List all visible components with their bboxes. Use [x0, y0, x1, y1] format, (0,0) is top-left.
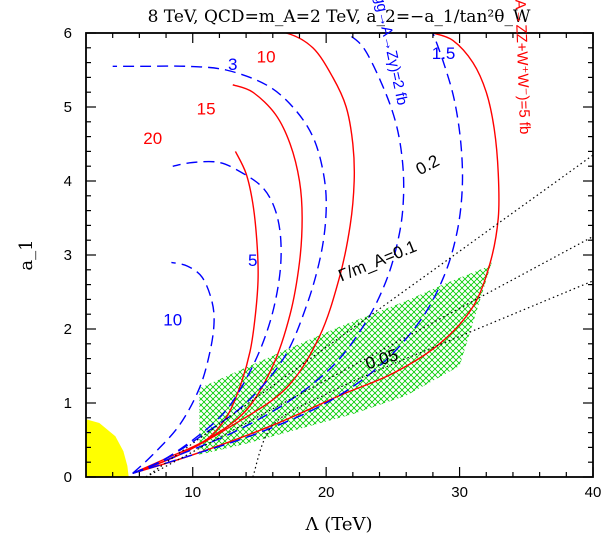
y-tick-label: 2 [64, 321, 72, 338]
chart-title: 8 TeV, QCD=m_A=2 TeV, a_2=−a_1/tan²θ_W [148, 7, 531, 27]
x-tick-label: 40 [585, 484, 602, 501]
curve-label-3: 3 [228, 55, 237, 74]
plot-area [86, 33, 593, 477]
series-line-zz_ww-3 [132, 33, 500, 474]
axes: 20151035101.50.2Γ/m_A=0.10.05σ(gg→A→Zγ)=… [64, 0, 602, 501]
series-line-width-9 [145, 154, 593, 477]
excluded-region [86, 419, 129, 477]
series-line-zz_ww-1 [132, 84, 303, 474]
y-tick-label: 3 [64, 247, 72, 264]
y-tick-label: 5 [64, 99, 72, 116]
x-tick-label: 20 [318, 484, 335, 501]
x-tick-label: 30 [451, 484, 468, 501]
curve-label-6: 1.5 [432, 44, 456, 63]
curve-label-1: 15 [197, 99, 216, 118]
series-line-zgamma-7 [132, 33, 405, 474]
curve-label-2: 10 [257, 48, 276, 67]
x-axis-label: Λ (TeV) [304, 514, 372, 535]
curve-label-4: 5 [248, 251, 257, 270]
y-tick-label: 6 [64, 25, 72, 42]
y-axis-label: a_1 [16, 239, 37, 270]
series-line-zgamma-8 [132, 33, 464, 474]
curve-label-5: 10 [163, 310, 182, 329]
series-line-zgamma-4 [132, 261, 215, 474]
y-tick-label: 4 [64, 173, 72, 190]
x-tick-label: 10 [184, 484, 201, 501]
y-tick-label: 0 [64, 469, 72, 486]
curve-label-7: 0.2 [413, 151, 443, 179]
curve-label-8: Γ/m_A=0.1 [336, 237, 420, 286]
hatched-region [199, 258, 493, 455]
series-line-zgamma-5 [132, 160, 282, 474]
curve-label-11: σ(gg→A→ZZ+W⁺W⁻)=5 fb [510, 0, 533, 135]
series-line-zz_ww-2 [132, 33, 356, 474]
y-tick-label: 1 [64, 395, 72, 412]
curve-label-0: 20 [143, 129, 162, 148]
